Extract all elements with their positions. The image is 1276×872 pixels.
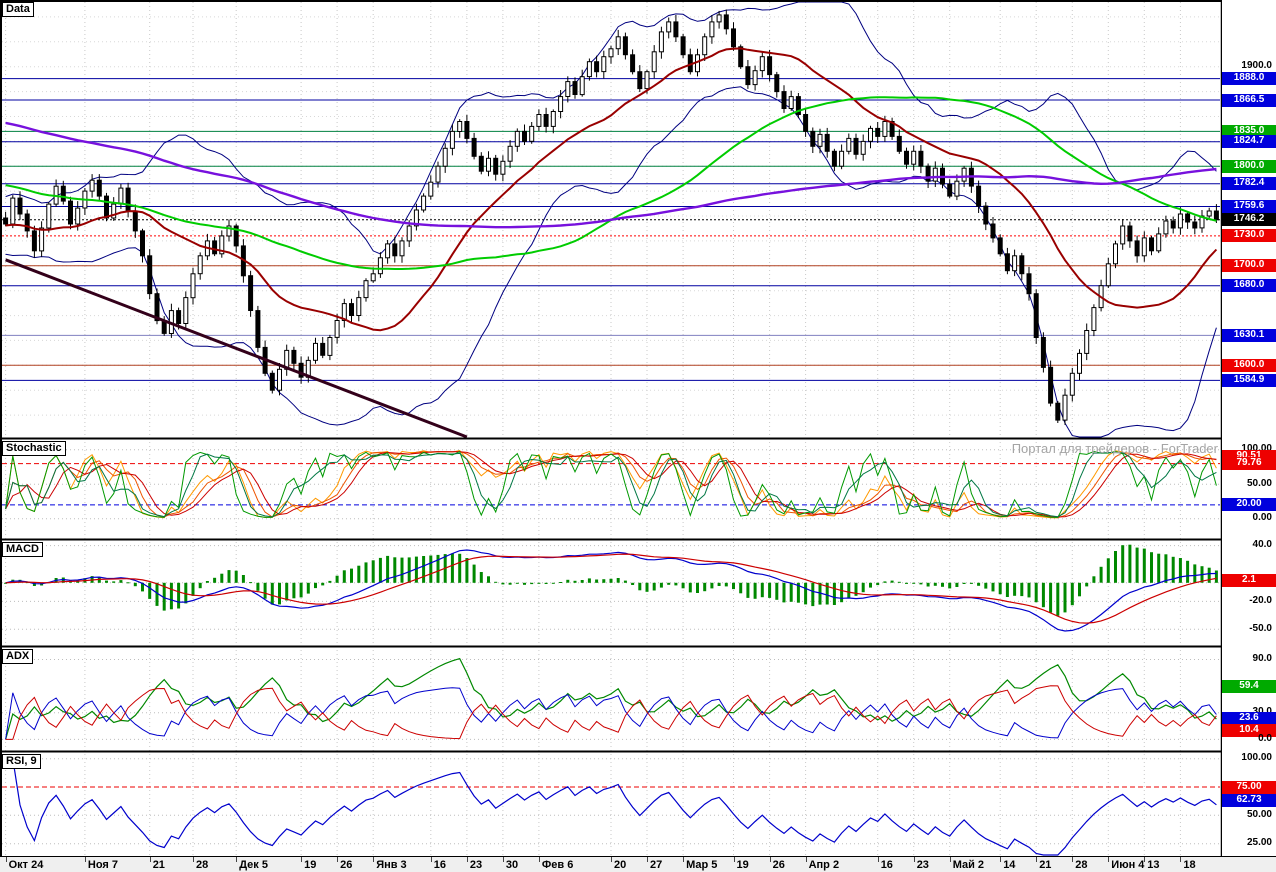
scale-label: 30.0: [1222, 706, 1272, 719]
x-axis-label: 27: [650, 859, 663, 871]
x-axis-tick: [1000, 857, 1002, 862]
scale-badge: 1835.0: [1222, 124, 1276, 138]
x-axis-label: Июн 4: [1111, 859, 1145, 871]
x-axis-label: Май 2: [952, 859, 985, 871]
x-axis-tick: [337, 857, 339, 862]
x-axis-tick: [236, 857, 238, 862]
scale-badge: 1680.0: [1222, 279, 1276, 293]
x-axis-tick: [149, 857, 151, 862]
x-axis-label: 16: [433, 859, 447, 871]
scale-badge: 1759.6: [1222, 200, 1276, 213]
x-axis-tick: [647, 857, 648, 862]
scale-badge: 75.00: [1222, 780, 1276, 794]
scale-badge: 1630.1: [1222, 328, 1276, 342]
x-axis-tick: [1036, 857, 1038, 862]
x-axis-label: Янв 3: [376, 859, 407, 871]
x-axis-tick: [466, 857, 468, 862]
x-axis-label: 21: [152, 859, 165, 871]
watermark-text: Портал для трейдеров - ForTrader: [1011, 441, 1218, 456]
scale-badge: 1600.0: [1222, 358, 1276, 372]
x-axis-label: 23: [916, 859, 929, 871]
scale-label: 0.0: [1258, 732, 1272, 744]
x-axis-label: 13: [1147, 859, 1160, 871]
x-axis-label: 21: [1039, 859, 1052, 871]
panel-label-data: Data: [2, 2, 34, 17]
x-axis-label: 26: [340, 859, 353, 871]
x-axis-label: 30: [505, 859, 519, 871]
x-axis-tick: [769, 857, 771, 862]
scale-badge: 23.6: [1222, 711, 1276, 725]
panel-label-macd: MACD: [2, 542, 43, 557]
x-axis-label: Мар 5: [686, 859, 718, 871]
x-axis-tick: [301, 857, 303, 862]
scale-badge: 1866.5: [1222, 93, 1276, 107]
panel-label-rsi: RSI, 9: [2, 754, 41, 769]
scale-label: 25.00: [1246, 837, 1272, 849]
x-axis-tick: [1144, 857, 1146, 862]
x-axis-tick: [373, 857, 375, 862]
x-axis-label: Ноя 7: [87, 859, 119, 871]
scale-label: 40.0: [1252, 539, 1272, 551]
x-axis-tick: [84, 857, 86, 862]
scale-label: -20.0: [1249, 594, 1272, 606]
scale-badge: 62.73: [1222, 794, 1276, 808]
x-axis-tick: [1108, 857, 1110, 862]
price-scale[interactable]: 1900.0 1888.0 1866.5 1835.0 1824.7 1800.0 1782…: [1222, 0, 1276, 856]
scale-badge: 79.76: [1222, 457, 1276, 471]
x-axis-tick: [1180, 857, 1182, 862]
panel-label-adx: ADX: [2, 649, 34, 664]
x-axis-label: Дек 5: [239, 859, 268, 871]
scale-label: -50.0: [1249, 622, 1272, 634]
x-axis-label: 14: [1003, 859, 1016, 871]
x-axis-label: 28: [196, 859, 209, 871]
scale-badge: 20.00: [1222, 498, 1276, 512]
x-axis-tick: [502, 857, 504, 862]
x-axis-tick: [683, 857, 685, 862]
x-axis-tick: [1072, 857, 1074, 862]
x-axis-tick: [538, 857, 540, 862]
x-axis-tick: [805, 857, 807, 862]
scale-badge: 59.4: [1222, 680, 1276, 694]
x-axis-tick: [5, 857, 7, 862]
scale-badge: 1730.0: [1222, 229, 1276, 243]
x-axis-label: 20: [614, 859, 627, 871]
x-axis-label: 23: [469, 859, 483, 871]
scale-label: 50.00: [1246, 808, 1272, 820]
x-axis-label: 26: [772, 859, 785, 871]
x-axis-tick: [877, 857, 879, 862]
scale-badge: 1782.4: [1222, 177, 1276, 191]
x-axis-tick: [913, 857, 915, 862]
scale-label: 1900.0: [1241, 60, 1272, 72]
x-axis-tick: [430, 857, 432, 862]
scale-label: 0.00: [1252, 512, 1272, 524]
scale-badge: 1700.0: [1222, 259, 1276, 273]
scale-badge: 1746.2: [1222, 213, 1276, 227]
x-axis-label: 18: [1183, 859, 1196, 871]
x-axis-tick: [611, 857, 612, 862]
time-axis[interactable]: Окт 24 Ноя 7 21 28 Дек 5 19 26 Янв 3 16 23 30 Фев 6…: [0, 856, 1276, 872]
scale-badge: 1824.7: [1222, 135, 1276, 149]
scale-label: 100.00: [1241, 752, 1272, 764]
scale-label: 90.0: [1252, 653, 1272, 664]
x-axis-label: 28: [1075, 859, 1088, 871]
x-axis-tick: [193, 857, 194, 862]
scale-badge: 1888.0: [1222, 72, 1276, 86]
scale-badge: 10.4: [1222, 723, 1276, 737]
scale-badge: 2.1: [1222, 574, 1276, 588]
x-axis-label: Апр 2: [808, 859, 840, 871]
scale-badge: 1800.0: [1222, 159, 1276, 173]
scale-badge: 1584.9: [1222, 373, 1276, 387]
x-axis-tick: [733, 857, 735, 862]
x-axis-tick: [949, 857, 951, 862]
scale-label: 100.00: [1241, 443, 1272, 455]
panel-label-stochastic: Stochastic: [2, 441, 66, 456]
x-axis-label: 16: [880, 859, 893, 871]
x-axis-label: Фев 6: [541, 859, 574, 871]
x-axis-label: 19: [304, 859, 317, 871]
x-axis-label: Окт 24: [8, 859, 44, 871]
scale-label: 50.00: [1246, 477, 1272, 489]
x-axis-label: 19: [736, 859, 749, 871]
